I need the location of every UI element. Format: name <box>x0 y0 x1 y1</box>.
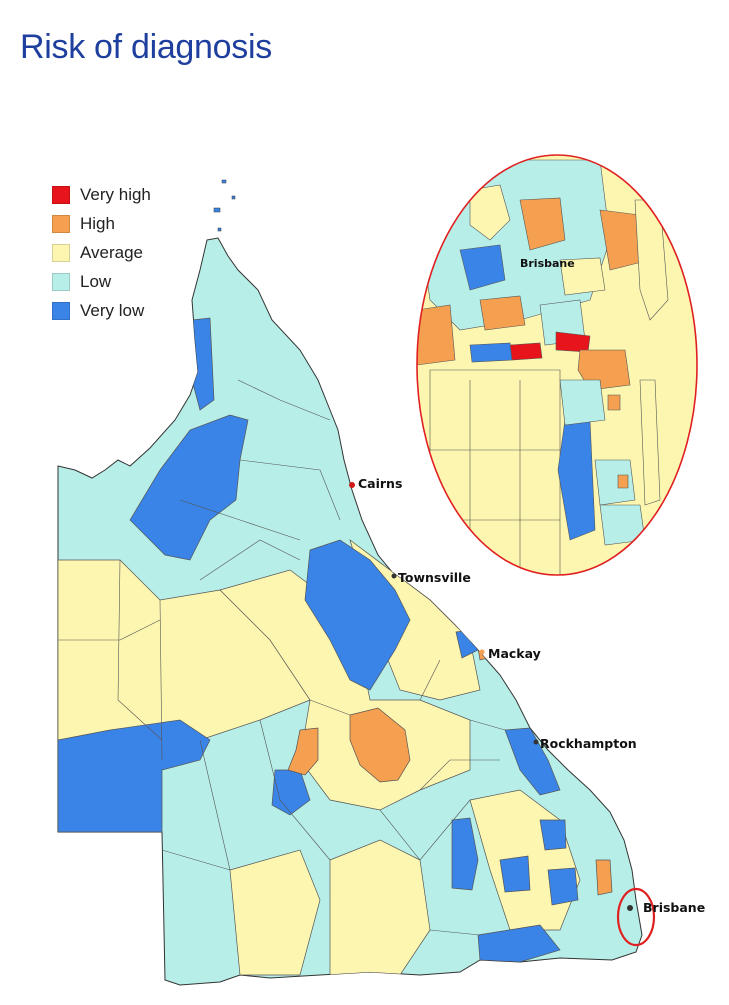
brisbane-inset-map: Brisbane <box>416 154 698 576</box>
city-label-townsville: Townsville <box>398 570 471 585</box>
legend-swatch <box>52 214 70 233</box>
legend-item-very-high: Very high <box>52 180 151 209</box>
city-label-brisbane: Brisbane <box>643 900 705 915</box>
region-south2-average <box>229 849 321 976</box>
region-s3-very-low <box>477 924 561 963</box>
legend-swatch <box>52 185 70 204</box>
city-markers <box>349 482 633 911</box>
legend-swatch <box>52 301 70 320</box>
legend-label: Very high <box>80 184 151 204</box>
region-coast-very-low <box>504 727 561 796</box>
legend-label: High <box>80 213 115 233</box>
region-southwest-very-low <box>58 719 211 833</box>
torres-strait-islands <box>213 179 236 232</box>
legend-item-average: Average <box>52 238 151 267</box>
legend-item-low: Low <box>52 267 151 296</box>
region-s6-very-low <box>539 819 567 851</box>
legend-item-very-low: Very low <box>52 296 151 325</box>
region-s2-very-low <box>451 817 479 891</box>
region-se-high <box>595 859 613 896</box>
region-s4-very-low <box>499 855 531 893</box>
region-central-high <box>349 707 411 783</box>
map-legend: Very high High Average Low Very low <box>52 180 151 325</box>
legend-item-high: High <box>52 209 151 238</box>
legend-label: Very low <box>80 300 145 320</box>
page-title: Risk of diagnosis <box>20 28 272 66</box>
region-boundaries <box>58 379 506 936</box>
region-west-high <box>287 727 319 776</box>
legend-label: Low <box>80 271 112 291</box>
inset-label-brisbane: Brisbane <box>520 257 575 270</box>
region-central-very-low <box>304 539 411 691</box>
legend-label: Average <box>80 242 144 262</box>
legend-swatch <box>52 272 70 291</box>
region-s5-very-low <box>547 867 579 906</box>
brisbane-highlight-circle <box>616 887 656 947</box>
city-label-mackay: Mackay <box>488 646 541 661</box>
legend-swatch <box>52 243 70 262</box>
city-label-cairns: Cairns <box>358 476 402 491</box>
city-label-rockhampton: Rockhampton <box>540 736 637 751</box>
